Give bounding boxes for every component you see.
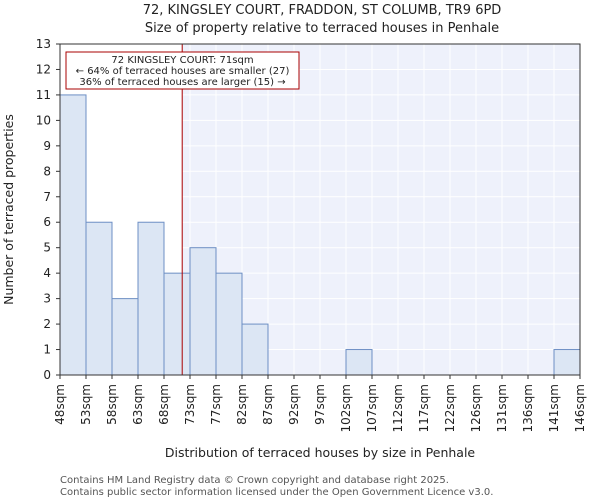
x-tick-label-53sqm: 53sqm: [79, 384, 93, 425]
bar-68sqm: [163, 272, 191, 376]
y-tick-label: 3: [43, 292, 51, 306]
y-tick-label: 7: [43, 190, 51, 204]
x-tick-label-126sqm: 126sqm: [469, 384, 483, 432]
chart-title: 72, KINGSLEY COURT, FRADDON, ST COLUMB, …: [143, 3, 502, 18]
y-tick-label: 0: [43, 368, 51, 382]
footer-line-2: Contains public sector information licen…: [60, 487, 493, 498]
x-tick-label-107sqm: 107sqm: [365, 384, 379, 432]
footer-line-1: Contains HM Land Registry data © Crown c…: [60, 475, 449, 486]
annotation-box: 72 KINGSLEY COURT: 71sqm ← 64% of terrac…: [65, 51, 300, 90]
x-tick-label-58sqm: 58sqm: [105, 384, 119, 425]
annotation-frame: [65, 51, 300, 90]
bar-63sqm: [137, 221, 165, 376]
y-tick-label: 10: [36, 113, 51, 127]
x-axis-ticks: 48sqm 53sqm 58sqm 63sqm 68sqm 73sqm 77sqm 82sqm…: [53, 375, 587, 432]
bar-141sqm: [553, 349, 581, 376]
bar-77sqm: [215, 272, 243, 376]
x-tick-label-97sqm: 97sqm: [313, 384, 327, 425]
x-tick-label-77sqm: 77sqm: [209, 384, 223, 425]
y-axis-label: Number of terraced properties: [1, 114, 16, 305]
x-tick-label-92sqm: 92sqm: [287, 384, 301, 425]
chart-subtitle: Size of property relative to terraced ho…: [145, 21, 499, 36]
y-tick-label: 9: [43, 139, 51, 153]
bar-82sqm: [241, 323, 269, 376]
x-tick-label-73sqm: 73sqm: [183, 384, 197, 425]
x-tick-label-87sqm: 87sqm: [261, 384, 275, 425]
x-tick-label-117sqm: 117sqm: [417, 384, 431, 432]
bar-102sqm: [345, 349, 373, 376]
x-axis-label: Distribution of terraced houses by size …: [165, 445, 476, 460]
annotation-line-1: 72 KINGSLEY COURT: 71sqm: [111, 55, 253, 66]
y-tick-label: 5: [43, 241, 51, 255]
x-tick-label-48sqm: 48sqm: [53, 384, 67, 425]
y-tick-label: 13: [36, 37, 51, 51]
x-tick-label-102sqm: 102sqm: [339, 384, 353, 432]
annotation-line-2: ← 64% of terraced houses are smaller (27…: [76, 66, 290, 77]
y-tick-label: 1: [43, 343, 51, 357]
bars: [59, 94, 581, 376]
y-tick-label: 6: [43, 215, 51, 229]
y-tick-label: 12: [36, 62, 51, 76]
x-tick-label-82sqm: 82sqm: [235, 384, 249, 425]
x-tick-label-136sqm: 136sqm: [521, 384, 535, 432]
x-tick-label-131sqm: 131sqm: [495, 384, 509, 432]
y-tick-label: 4: [43, 266, 51, 280]
bar-73sqm: [189, 247, 217, 376]
bar-53sqm: [85, 221, 113, 376]
x-tick-label-112sqm: 112sqm: [391, 384, 405, 432]
bar-58sqm: [111, 298, 139, 376]
x-tick-label-63sqm: 63sqm: [131, 384, 145, 425]
y-tick-label: 8: [43, 164, 51, 178]
bar-48sqm: [59, 94, 87, 376]
y-tick-label: 2: [43, 317, 51, 331]
y-tick-label: 11: [36, 88, 51, 102]
x-tick-label-146sqm: 146sqm: [573, 384, 587, 432]
annotation-line-3: 36% of terraced houses are larger (15) →: [79, 77, 285, 88]
highlight-region: [182, 44, 580, 375]
plot-frame: [59, 43, 581, 376]
x-tick-label-68sqm: 68sqm: [157, 384, 171, 425]
x-tick-label-141sqm: 141sqm: [547, 384, 561, 432]
x-tick-label-122sqm: 122sqm: [443, 384, 457, 432]
